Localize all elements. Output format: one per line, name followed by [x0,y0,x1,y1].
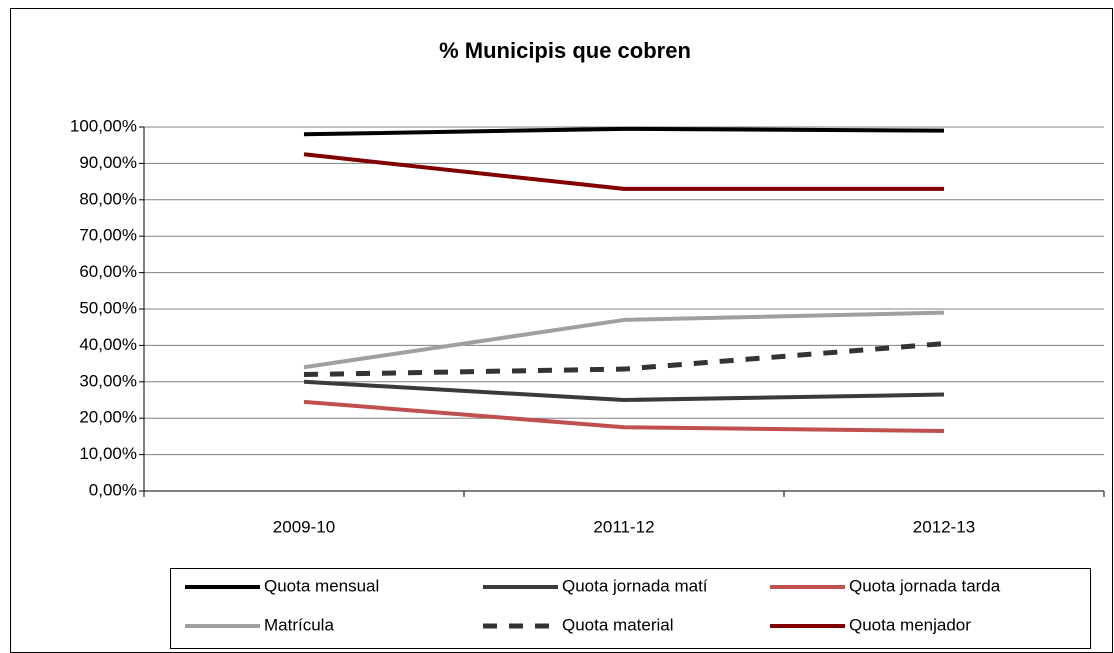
y-tick-label: 10,00% [79,444,137,463]
y-tick-label: 20,00% [79,408,137,427]
y-tick-label: 80,00% [79,189,137,208]
y-tick-label: 60,00% [79,262,137,281]
series-line [303,379,945,402]
x-tick-label: 2011-12 [593,517,654,536]
legend-label: Quota jornada tarda [849,576,1001,595]
y-tick-label: 40,00% [79,335,137,354]
series-line [303,399,945,433]
legend-label: Matrícula [264,615,334,634]
x-tick-label: 2012-13 [913,517,975,536]
legend-label: Quota mensual [264,576,379,595]
y-tick-label: 30,00% [79,371,137,390]
y-tick-label: 50,00% [79,298,137,317]
series-line [303,341,945,378]
series-line [303,126,945,137]
series-line [303,152,944,191]
legend-label: Quota material [562,615,674,634]
y-tick-label: 90,00% [79,153,137,172]
chart-title: % Municipis que cobren [439,38,691,63]
series-line [303,310,945,370]
y-tick-label: 100,00% [70,116,137,135]
legend-label: Quota jornada matí [562,576,708,595]
y-tick-label: 70,00% [79,226,137,245]
x-tick-label: 2009-10 [273,517,335,536]
legend-label: Quota menjador [849,615,971,634]
legend-box [170,568,1091,649]
y-tick-label: 0,00% [89,480,137,499]
